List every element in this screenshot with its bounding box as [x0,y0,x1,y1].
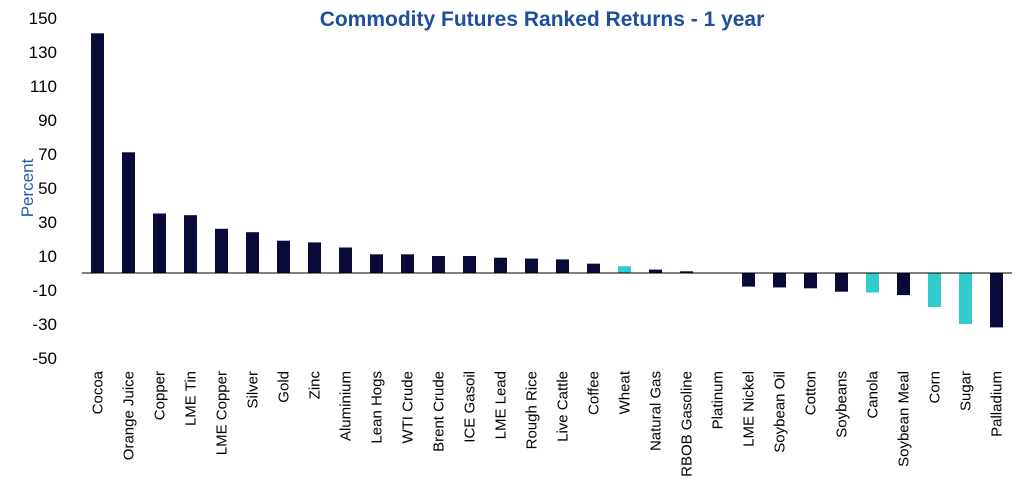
category-label: Soybean Meal [896,371,913,467]
bar [556,259,569,273]
bar [866,273,879,293]
bar [184,215,197,273]
category-label: Orange Juice [121,371,138,460]
bar [215,228,228,273]
bar [680,271,693,273]
category-label: LME Nickel [741,371,758,447]
category-label: ICE Gasoil [462,371,479,443]
bar [153,213,166,273]
category-label: Cotton [803,371,820,415]
bar [618,266,631,273]
bar [742,273,755,287]
category-label: Platinum [710,371,727,429]
category-label: Coffee [586,371,603,415]
bar [277,240,290,273]
category-label: Soybeans [834,371,851,438]
y-tick-label: 10 [38,247,57,266]
category-label: Wheat [617,370,634,414]
bar [494,257,507,273]
y-tick-label: 130 [29,43,57,62]
y-tick-label: -10 [32,281,57,300]
bar [990,273,1003,328]
category-label: WTI Crude [400,371,417,444]
y-tick-label: 110 [30,77,57,96]
y-tick-label: 30 [38,213,57,232]
category-label: Silver [245,371,262,409]
bar [804,273,817,289]
bar [401,254,414,273]
category-label: Palladium [989,371,1006,437]
y-tick-label: 70 [38,145,57,164]
category-label: Soybean Oil [772,371,789,453]
bar [959,273,972,324]
y-tick-label: 150 [29,9,57,28]
category-label: Copper [152,371,169,420]
bar [91,33,104,273]
category-label: Sugar [958,371,975,411]
bar [370,254,383,273]
category-label: Zinc [307,371,324,400]
y-tick-label: -30 [32,315,57,334]
category-label: Cocoa [90,370,107,414]
bar [122,152,135,273]
category-label: Rough Rice [524,371,541,449]
bar [587,263,600,273]
category-label: LME Copper [214,371,231,455]
category-label: Lean Hogs [369,371,386,444]
category-label: LME Lead [493,371,510,439]
bar [432,256,445,273]
y-tick-label: -50 [32,349,57,368]
bar [463,256,476,273]
bar [928,273,941,307]
category-label: Corn [927,371,944,404]
category-label: Natural Gas [648,371,665,451]
bar [246,232,259,273]
bar [835,273,848,292]
category-label: Canola [865,370,882,418]
category-label: LME Tin [183,371,200,426]
category-label: Brent Crude [431,371,448,452]
bar [339,247,352,273]
bar [897,273,910,296]
category-label: Aluminium [338,371,355,441]
y-tick-label: 90 [38,111,57,130]
bar [308,242,321,273]
category-label: Gold [276,371,293,403]
bar [649,269,662,273]
bar [773,273,786,288]
chart-title: Commodity Futures Ranked Returns - 1 yea… [319,8,765,31]
y-tick-label: 50 [38,179,57,198]
category-label: Live Cattle [555,371,572,442]
category-label: RBOB Gasoline [679,371,696,477]
bar [525,258,538,273]
